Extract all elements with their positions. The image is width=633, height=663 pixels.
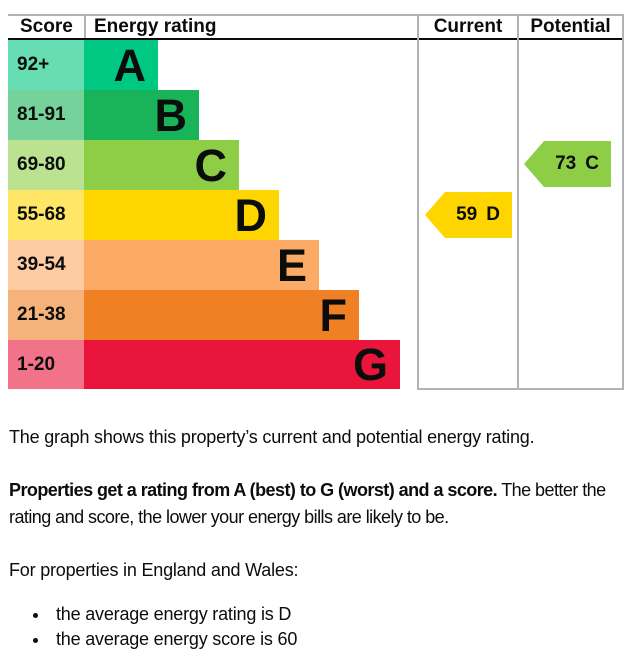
column-header-potential: Potential: [530, 16, 611, 37]
column-header-energy-rating: Energy rating: [94, 16, 217, 37]
current-column-divider: [417, 15, 419, 388]
band-letter-f: F: [319, 289, 348, 341]
band-letter-e: E: [276, 239, 307, 291]
rating-explanation-bold: Properties get a rating from A (best) to…: [9, 480, 498, 500]
score-range-g: 1-20: [8, 340, 84, 389]
table-top-border: [8, 14, 624, 16]
score-range-e: 39-54: [8, 240, 84, 290]
band-letter-d: D: [234, 189, 268, 241]
score-column-divider: [84, 15, 86, 38]
band-row-b: 81-91 B: [8, 90, 625, 140]
band-letter-b: B: [154, 89, 188, 141]
score-range-f: 21-38: [8, 290, 84, 340]
band-row-a: 92+ A: [8, 40, 625, 90]
band-row-e: 39-54 E: [8, 240, 625, 290]
band-row-f: 21-38 F: [8, 290, 625, 340]
average-stats-list: the average energy rating is D the avera…: [9, 602, 297, 652]
band-bar-f: F: [84, 290, 359, 340]
score-range-c: 69-80: [8, 140, 84, 190]
band-letter-g: G: [352, 339, 388, 390]
band-letter-a: A: [113, 39, 147, 91]
energy-rating-chart: Score Energy rating Current Potential 92…: [8, 14, 625, 390]
table-right-border: [622, 15, 624, 388]
potential-column-divider: [517, 15, 519, 388]
current-score: 59: [456, 204, 478, 225]
band-row-d: 55-68 D: [8, 190, 625, 240]
graph-description-text: The graph shows this property’s current …: [9, 427, 535, 447]
band-row-g: 1-20 G: [8, 340, 625, 389]
potential-rating-indicator: 73 C: [524, 141, 611, 187]
list-item-average-rating: the average energy rating is D: [50, 602, 297, 627]
header-underline: [8, 38, 624, 40]
band-bar-d: D: [84, 190, 279, 240]
column-header-current: Current: [433, 16, 503, 37]
band-bar-g: G: [84, 340, 400, 389]
score-range-d: 55-68: [8, 190, 84, 240]
band-bar-a: A: [84, 40, 158, 90]
table-bottom-border: [417, 388, 624, 390]
rating-explanation-rest: The better the rating and score, the low…: [9, 480, 606, 527]
score-range-b: 81-91: [8, 90, 84, 140]
score-range-a: 92+: [8, 40, 84, 90]
potential-score: 73: [555, 153, 577, 174]
current-rating-letter: D: [486, 204, 500, 225]
list-item-average-score: the average energy score is 60: [50, 627, 297, 652]
band-bar-e: E: [84, 240, 319, 290]
band-row-c: 69-80 C: [8, 140, 625, 190]
band-letter-c: C: [194, 139, 228, 191]
rating-explanation-text: Properties get a rating from A (best) to…: [9, 477, 633, 531]
current-rating-indicator: 59 D: [425, 192, 512, 238]
column-header-score: Score: [20, 16, 73, 37]
band-bar-c: C: [84, 140, 239, 190]
potential-rating-letter: C: [585, 153, 599, 174]
band-bar-b: B: [84, 90, 199, 140]
region-heading: For properties in England and Wales:: [9, 560, 299, 580]
